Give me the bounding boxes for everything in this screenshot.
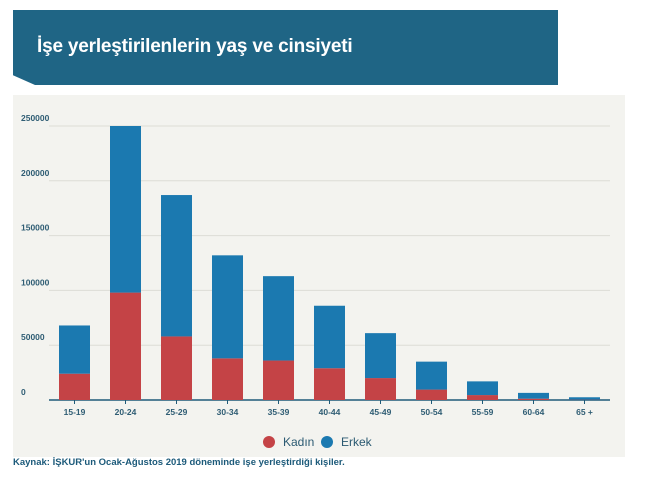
- x-tick-label: 15-19: [64, 407, 86, 417]
- bar-female: [416, 389, 447, 400]
- legend-dot-male: [321, 436, 333, 448]
- x-tick-label: 60-64: [523, 407, 545, 417]
- x-tick-label: 30-34: [217, 407, 239, 417]
- bar-female: [314, 368, 345, 400]
- y-tick-label: 150000: [21, 223, 50, 233]
- chart-legend: Kadın Erkek: [13, 435, 625, 455]
- legend-item-female: Kadın: [263, 435, 314, 449]
- y-tick-label: 200000: [21, 168, 50, 178]
- bar-male: [365, 333, 396, 379]
- x-tick-label: 20-24: [115, 407, 137, 417]
- legend-item-male: Erkek: [321, 435, 372, 449]
- header-banner: İşe yerleştirilenlerin yaş ve cinsiyeti: [13, 10, 558, 85]
- chart-panel: 0 50000 100000 150000 200000 250000 15-19 20-24…: [13, 95, 625, 457]
- y-tick-label: 250000: [21, 113, 50, 123]
- bar-female: [59, 373, 90, 400]
- x-tick-label: 45-49: [370, 407, 392, 417]
- bar-male: [59, 325, 90, 374]
- bar-male: [212, 255, 243, 359]
- bar-male: [518, 392, 549, 399]
- bar-male: [569, 397, 600, 400]
- y-tick-label: 50000: [21, 332, 45, 342]
- bar-female: [161, 336, 192, 400]
- bar-male: [263, 276, 294, 361]
- x-tick-label: 50-54: [421, 407, 443, 417]
- legend-dot-female: [263, 436, 275, 448]
- y-tick-label: 0: [21, 387, 26, 397]
- x-tick-label: 25-29: [166, 407, 188, 417]
- bar-female: [365, 378, 396, 400]
- y-tick-label: 100000: [21, 277, 50, 287]
- x-tick-label: 35-39: [268, 407, 290, 417]
- bar-male: [416, 361, 447, 390]
- legend-label-male: Erkek: [341, 435, 372, 449]
- bar-male: [314, 305, 345, 369]
- bar-female: [518, 398, 549, 400]
- bar-female: [212, 358, 243, 400]
- bar-male: [110, 126, 141, 293]
- x-tick-label: 55-59: [472, 407, 494, 417]
- legend-label-female: Kadın: [283, 435, 315, 449]
- x-tick-label: 40-44: [319, 407, 341, 417]
- page-title: İşe yerleştirilenlerin yaş ve cinsiyeti: [37, 36, 353, 57]
- bar-female: [263, 360, 294, 400]
- stacked-bar-chart: 0 50000 100000 150000 200000 250000 15-19 20-24…: [21, 113, 610, 417]
- x-tick-label: 65 +: [576, 407, 593, 417]
- bar-male: [161, 195, 192, 337]
- bar-male: [467, 381, 498, 396]
- source-note: Kaynak: İŞKUR'un Ocak-Ağustos 2019 dönem…: [13, 457, 345, 468]
- bar-female: [467, 395, 498, 400]
- bar-female: [110, 292, 141, 400]
